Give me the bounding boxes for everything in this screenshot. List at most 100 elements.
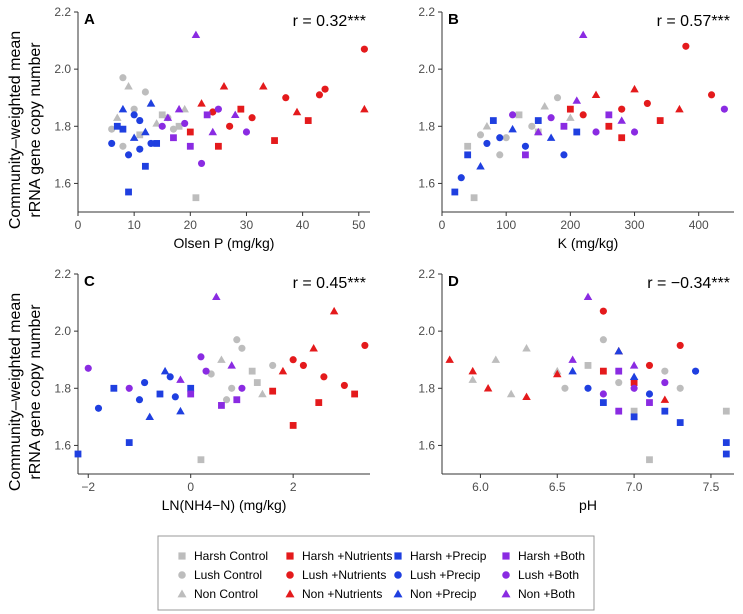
y-axis-title-top: Community–weighted mean rRNA gene copy n…: [7, 31, 44, 229]
data-point: [528, 122, 536, 130]
data-point: [212, 292, 221, 301]
data-point: [152, 119, 161, 127]
data-point: [583, 292, 593, 301]
y-tick-label: 1.6: [54, 176, 71, 190]
legend-label: Harsh +Both: [518, 549, 585, 563]
data-point: [645, 390, 654, 398]
legend-swatch: [286, 571, 294, 579]
legend-swatch: [394, 571, 402, 579]
data-point: [599, 367, 607, 375]
data-point: [692, 367, 700, 375]
data-point: [136, 117, 144, 125]
data-point: [445, 355, 454, 363]
data-point: [502, 134, 510, 142]
data-point: [186, 142, 194, 150]
data-point: [351, 390, 359, 398]
data-point: [720, 105, 728, 113]
legend-swatch: [177, 589, 187, 598]
data-point: [124, 82, 133, 90]
data-point: [722, 439, 730, 446]
data-point: [248, 114, 256, 122]
data-point: [321, 85, 329, 93]
y-axis-title-line1: Community–weighted mean: [7, 31, 24, 229]
data-point: [226, 122, 234, 130]
x-tick-label: 50: [352, 218, 366, 232]
y-tick-label: 2.2: [54, 5, 71, 19]
data-point: [160, 366, 170, 375]
data-point: [163, 113, 173, 121]
data-point: [646, 456, 653, 464]
data-point: [675, 104, 684, 113]
data-point: [269, 361, 277, 369]
data-point: [615, 407, 623, 415]
data-point: [496, 151, 504, 159]
data-point: [130, 105, 138, 113]
data-point: [661, 379, 669, 387]
data-point: [214, 105, 222, 113]
y-tick-label: 1.6: [54, 438, 71, 452]
data-point: [233, 336, 241, 344]
data-point: [156, 390, 164, 398]
x-tick-label: 20: [184, 218, 198, 232]
legend-swatch: [178, 552, 186, 560]
correlation-annotation: r = 0.57***: [657, 13, 730, 30]
data-point: [230, 110, 240, 119]
data-point: [547, 114, 555, 122]
data-point: [591, 90, 601, 99]
data-point: [129, 133, 139, 141]
data-point: [340, 381, 348, 389]
data-point: [561, 384, 569, 392]
legend-swatch: [502, 552, 510, 560]
data-point: [483, 384, 493, 392]
data-point: [113, 122, 121, 130]
data-point: [568, 366, 577, 375]
panel-b: 1.6 1.8 2.0 2.2 0 100 200 300 400 K (mg/kg) B r = 0…: [418, 5, 734, 251]
legend-swatch: [394, 552, 402, 560]
data-point: [572, 96, 582, 104]
data-point: [630, 84, 639, 93]
data-point: [470, 194, 478, 202]
x-axis-title: Olsen P (mg/kg): [174, 235, 275, 251]
y-tick-label: 1.8: [54, 119, 71, 133]
data-point: [309, 344, 318, 352]
data-point: [522, 344, 531, 352]
data-point: [119, 125, 127, 133]
data-point: [258, 389, 267, 398]
data-point: [304, 117, 312, 124]
data-point: [578, 30, 588, 39]
data-point: [192, 194, 200, 202]
y-tick-label: 2.0: [418, 62, 435, 76]
y-tick-label: 2.0: [54, 324, 71, 338]
data-point: [233, 396, 241, 404]
y-tick-label: 1.8: [418, 381, 435, 395]
legend-swatch: [501, 589, 511, 598]
data-point: [125, 188, 132, 196]
correlation-annotation: r = −0.34***: [647, 275, 730, 292]
data-point: [315, 399, 323, 406]
data-point: [315, 91, 324, 99]
data-point: [605, 111, 613, 119]
data-point: [141, 162, 149, 170]
data-point: [158, 111, 166, 119]
correlation-annotation: r = 0.45***: [293, 275, 366, 292]
data-point: [521, 142, 529, 150]
data-point: [599, 336, 607, 344]
x-tick-label: 0: [187, 480, 194, 494]
data-point: [482, 122, 492, 130]
data-point: [515, 111, 523, 119]
data-point: [141, 379, 149, 387]
x-axis-title: pH: [579, 497, 597, 513]
data-point: [496, 134, 504, 142]
data-point: [707, 91, 716, 99]
data-point: [722, 407, 730, 415]
data-point: [278, 366, 288, 375]
data-point: [186, 128, 194, 136]
y-tick-label: 2.0: [54, 62, 71, 76]
data-point: [491, 355, 501, 363]
data-point: [202, 367, 210, 375]
data-point: [174, 104, 184, 113]
data-point: [508, 124, 517, 133]
data-point: [617, 116, 626, 124]
data-point: [630, 384, 638, 392]
